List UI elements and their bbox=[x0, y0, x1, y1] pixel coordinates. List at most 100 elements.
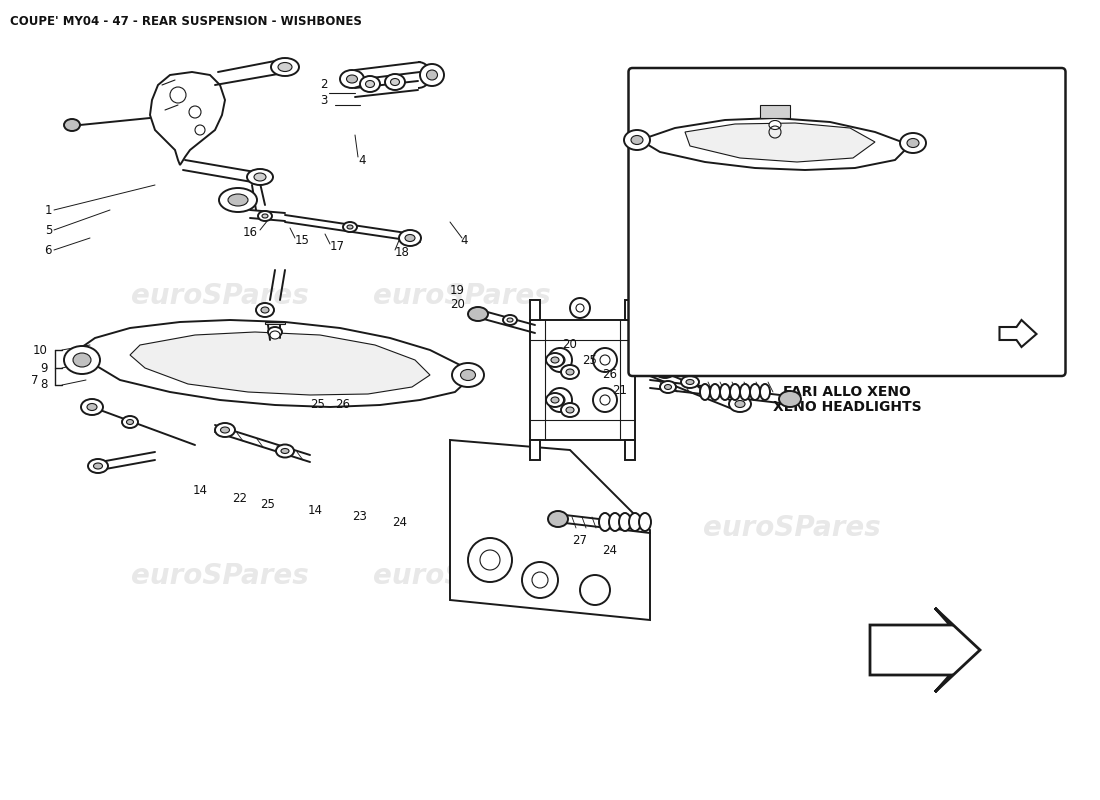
Polygon shape bbox=[1000, 320, 1036, 347]
Ellipse shape bbox=[561, 365, 579, 379]
Text: 7: 7 bbox=[844, 90, 850, 103]
Ellipse shape bbox=[122, 416, 138, 428]
Text: 27: 27 bbox=[572, 534, 587, 546]
Ellipse shape bbox=[365, 81, 374, 87]
Text: 4: 4 bbox=[460, 234, 467, 246]
Ellipse shape bbox=[548, 511, 568, 527]
Text: 8: 8 bbox=[998, 98, 1005, 110]
Text: 13: 13 bbox=[688, 98, 702, 110]
Ellipse shape bbox=[390, 78, 399, 86]
Ellipse shape bbox=[750, 384, 760, 400]
Ellipse shape bbox=[664, 385, 671, 390]
Ellipse shape bbox=[256, 303, 274, 317]
Text: 23: 23 bbox=[353, 510, 367, 523]
Text: euroSPares: euroSPares bbox=[373, 282, 551, 310]
Polygon shape bbox=[870, 608, 980, 692]
Polygon shape bbox=[150, 72, 226, 165]
Ellipse shape bbox=[399, 230, 421, 246]
Text: 20: 20 bbox=[562, 338, 578, 351]
Ellipse shape bbox=[566, 407, 574, 413]
Polygon shape bbox=[530, 300, 540, 320]
Text: See Draw. 131: See Draw. 131 bbox=[807, 362, 882, 372]
Ellipse shape bbox=[624, 130, 650, 150]
Ellipse shape bbox=[81, 399, 103, 415]
Ellipse shape bbox=[427, 70, 438, 80]
Ellipse shape bbox=[740, 384, 750, 400]
Polygon shape bbox=[685, 123, 874, 162]
Ellipse shape bbox=[276, 445, 294, 458]
Text: 14: 14 bbox=[308, 503, 322, 517]
Text: euroSPares: euroSPares bbox=[373, 562, 551, 590]
Polygon shape bbox=[80, 320, 468, 407]
Text: 5: 5 bbox=[45, 223, 52, 237]
Ellipse shape bbox=[660, 381, 676, 393]
Text: 19: 19 bbox=[450, 283, 465, 297]
Ellipse shape bbox=[360, 76, 379, 92]
Ellipse shape bbox=[219, 188, 257, 212]
Ellipse shape bbox=[214, 423, 235, 437]
Text: 9: 9 bbox=[41, 362, 48, 374]
Text: euroSPares: euroSPares bbox=[131, 282, 309, 310]
Text: FARI ALLO XENO: FARI ALLO XENO bbox=[783, 385, 911, 399]
Ellipse shape bbox=[405, 234, 415, 242]
Ellipse shape bbox=[346, 75, 358, 83]
Ellipse shape bbox=[346, 225, 353, 229]
Ellipse shape bbox=[700, 384, 710, 400]
Text: euroSPares: euroSPares bbox=[131, 562, 309, 590]
Text: 7: 7 bbox=[31, 374, 38, 386]
Text: 6: 6 bbox=[44, 243, 52, 257]
Polygon shape bbox=[625, 300, 635, 320]
Ellipse shape bbox=[900, 133, 926, 153]
Ellipse shape bbox=[546, 353, 564, 367]
Ellipse shape bbox=[710, 384, 720, 400]
Ellipse shape bbox=[254, 173, 266, 181]
Text: COUPE' MY04 - 47 - REAR SUSPENSION - WISHBONES: COUPE' MY04 - 47 - REAR SUSPENSION - WIS… bbox=[10, 15, 362, 28]
Polygon shape bbox=[265, 322, 285, 324]
Text: 20: 20 bbox=[450, 298, 465, 311]
Text: XENO HEADLIGHTS: XENO HEADLIGHTS bbox=[772, 400, 922, 414]
Ellipse shape bbox=[760, 384, 770, 400]
Ellipse shape bbox=[769, 121, 781, 130]
Text: 26: 26 bbox=[603, 369, 617, 382]
Text: euroSPares: euroSPares bbox=[703, 514, 881, 542]
Text: 25: 25 bbox=[652, 351, 668, 365]
Ellipse shape bbox=[228, 194, 248, 206]
Polygon shape bbox=[625, 440, 635, 460]
Ellipse shape bbox=[271, 58, 299, 76]
Ellipse shape bbox=[280, 449, 289, 454]
Ellipse shape bbox=[546, 393, 564, 407]
Text: 21: 21 bbox=[613, 383, 627, 397]
Ellipse shape bbox=[262, 214, 268, 218]
Text: 2: 2 bbox=[320, 78, 328, 91]
Ellipse shape bbox=[270, 331, 280, 339]
Text: 8: 8 bbox=[41, 378, 48, 391]
Ellipse shape bbox=[908, 138, 918, 147]
Ellipse shape bbox=[220, 427, 230, 433]
Text: 26: 26 bbox=[336, 398, 351, 411]
Ellipse shape bbox=[248, 169, 273, 185]
Text: 17: 17 bbox=[330, 241, 345, 254]
Ellipse shape bbox=[735, 401, 745, 407]
Ellipse shape bbox=[268, 327, 282, 337]
Ellipse shape bbox=[87, 403, 97, 410]
Text: 25: 25 bbox=[261, 498, 275, 510]
Text: 1: 1 bbox=[44, 203, 52, 217]
Polygon shape bbox=[640, 118, 910, 170]
Ellipse shape bbox=[730, 384, 740, 400]
Ellipse shape bbox=[468, 307, 488, 321]
Text: 9: 9 bbox=[883, 98, 891, 110]
Ellipse shape bbox=[261, 307, 270, 313]
Text: euroSPares: euroSPares bbox=[703, 338, 881, 366]
Text: 11: 11 bbox=[663, 98, 678, 110]
Ellipse shape bbox=[461, 370, 475, 381]
Text: 14: 14 bbox=[192, 483, 208, 497]
Text: 25: 25 bbox=[583, 354, 597, 366]
Ellipse shape bbox=[566, 369, 574, 375]
Text: 4: 4 bbox=[358, 154, 365, 166]
Polygon shape bbox=[130, 332, 430, 395]
Ellipse shape bbox=[631, 135, 644, 145]
Ellipse shape bbox=[278, 62, 292, 71]
Ellipse shape bbox=[343, 222, 358, 232]
Ellipse shape bbox=[619, 513, 631, 531]
Text: 24: 24 bbox=[603, 543, 617, 557]
